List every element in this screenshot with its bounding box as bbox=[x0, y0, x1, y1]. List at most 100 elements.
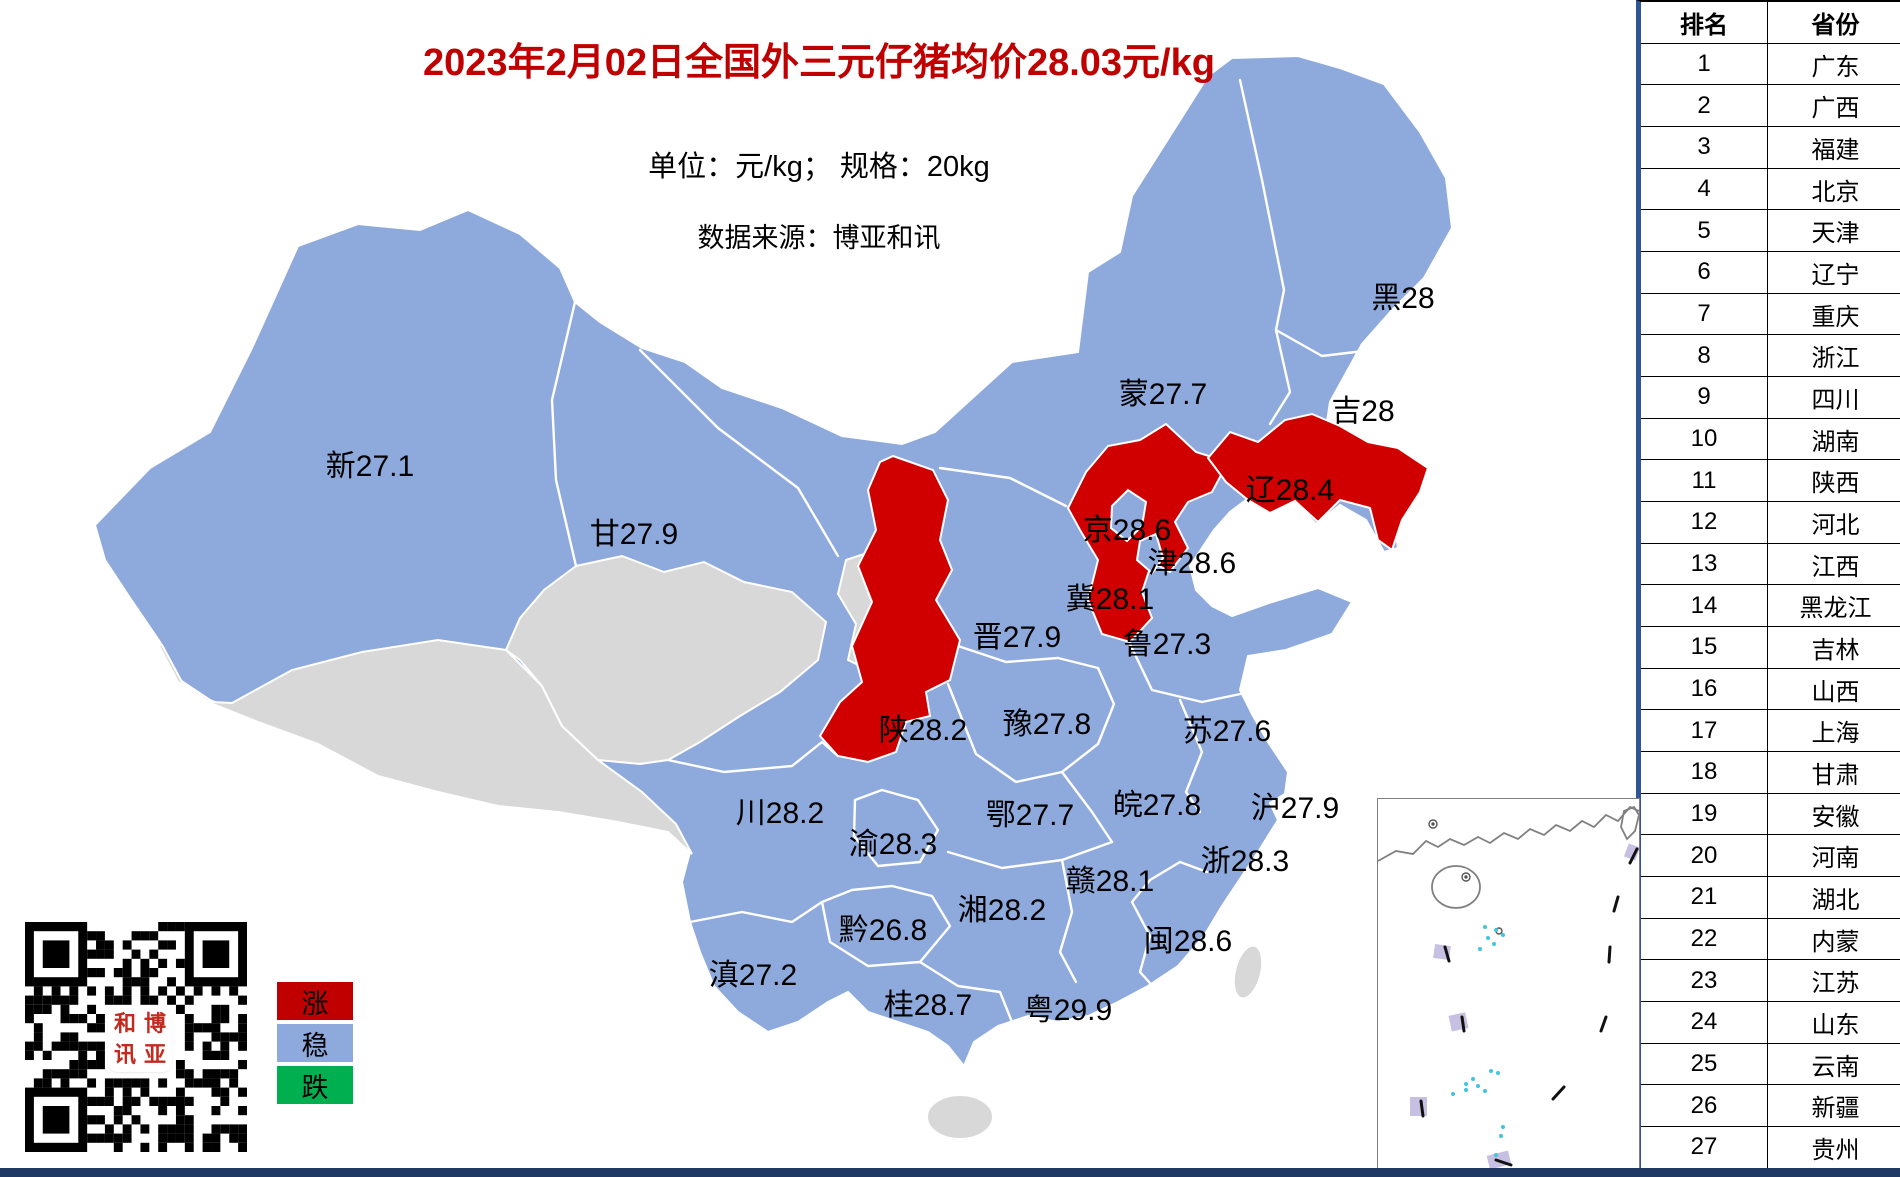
table-cell-rank: 21 bbox=[1641, 877, 1768, 919]
table-cell-rank: 27 bbox=[1641, 1127, 1768, 1169]
table-cell-province: 甘肃 bbox=[1768, 752, 1900, 794]
table-cell-province: 四川 bbox=[1768, 377, 1900, 419]
table-cell-rank: 16 bbox=[1641, 668, 1768, 711]
table-cell-rank: 11 bbox=[1641, 460, 1768, 503]
table-cell-province: 广西 bbox=[1768, 85, 1900, 128]
unit-spec-line: 单位：元/kg； 规格：20kg bbox=[648, 151, 990, 183]
map-region-qinghai bbox=[504, 554, 828, 766]
province-label-桂: 桂28.7 bbox=[883, 989, 973, 1022]
map-region-shaanxi bbox=[818, 454, 962, 764]
table-cell-rank: 26 bbox=[1641, 1085, 1768, 1128]
table-cell-rank: 20 bbox=[1641, 835, 1768, 878]
map-region-tibet bbox=[156, 638, 693, 855]
inset-coastline bbox=[1377, 805, 1640, 909]
seal-char: 博 bbox=[143, 1010, 166, 1036]
table-cell-rank: 4 bbox=[1641, 168, 1768, 211]
table-cell-province: 天津 bbox=[1768, 210, 1900, 253]
province-label-甘: 甘27.9 bbox=[589, 518, 679, 551]
province-label-蒙: 蒙27.7 bbox=[1118, 378, 1208, 411]
province-label-鄂: 鄂27.7 bbox=[985, 799, 1075, 832]
province-label-津: 津28.6 bbox=[1147, 547, 1237, 580]
province-label-陕: 陕28.2 bbox=[878, 714, 968, 747]
table-cell-rank: 6 bbox=[1641, 252, 1768, 294]
table-cell-province: 黑龙江 bbox=[1768, 585, 1900, 628]
province-label-京: 京28.6 bbox=[1082, 514, 1172, 547]
table-cell-province: 福建 bbox=[1768, 127, 1900, 169]
table-cell-province: 广东 bbox=[1768, 44, 1900, 86]
table-cell-rank: 19 bbox=[1641, 793, 1768, 836]
table-cell-rank: 17 bbox=[1641, 710, 1768, 753]
table-cell-province: 贵州 bbox=[1768, 1127, 1900, 1169]
legend-item: 稳 bbox=[277, 1024, 353, 1062]
page-title: 2023年2月02日全国外三元仔猪均价28.03元/kg bbox=[423, 42, 1215, 84]
legend-item: 跌 bbox=[277, 1066, 353, 1104]
province-label-鲁: 鲁27.3 bbox=[1122, 628, 1212, 661]
china-map-area: 2023年2月02日全国外三元仔猪均价28.03元/kg 单位：元/kg； 规格… bbox=[25, 42, 1641, 1170]
province-rank-table: 排名 省份 1 广东 2 广西 3 福建 4 北京 5 天津 6 辽宁 7 重庆 8 浙江 9 四川 10 湖南 11 陕西 1… bbox=[1636, 0, 1900, 1175]
province-label-浙: 浙28.3 bbox=[1200, 845, 1290, 878]
inset-city-markers bbox=[1428, 819, 1503, 935]
province-label-渝: 渝28.3 bbox=[848, 828, 938, 861]
province-label-黔: 黔26.8 bbox=[838, 914, 928, 947]
table-cell-province: 安徽 bbox=[1768, 794, 1900, 836]
map-region-taiwan bbox=[1232, 944, 1264, 1000]
province-label-吉: 吉28 bbox=[1331, 395, 1395, 428]
table-cell-rank: 5 bbox=[1641, 210, 1768, 253]
table-cell-province: 河南 bbox=[1768, 835, 1900, 878]
province-label-粤: 粤29.9 bbox=[1023, 994, 1113, 1027]
province-label-赣: 赣28.1 bbox=[1065, 865, 1155, 898]
table-cell-province: 吉林 bbox=[1768, 627, 1900, 669]
table-cell-province: 辽宁 bbox=[1768, 252, 1900, 294]
table-cell-province: 江西 bbox=[1768, 544, 1900, 586]
table-cell-rank: 18 bbox=[1641, 752, 1768, 794]
table-cell-rank: 12 bbox=[1641, 502, 1768, 544]
table-cell-rank: 13 bbox=[1641, 543, 1768, 586]
seal-char: 亚 bbox=[143, 1041, 166, 1067]
province-label-滇: 滇27.2 bbox=[708, 959, 798, 992]
table-cell-rank: 8 bbox=[1641, 335, 1768, 378]
map-region-hainan bbox=[926, 1094, 994, 1140]
table-cell-province: 北京 bbox=[1768, 169, 1900, 211]
province-label-闽: 闽28.6 bbox=[1143, 925, 1233, 958]
province-label-新: 新27.1 bbox=[325, 450, 415, 483]
province-label-川: 川28.2 bbox=[735, 797, 825, 830]
table-cell-rank: 3 bbox=[1641, 127, 1768, 169]
table-cell-province: 湖北 bbox=[1768, 877, 1900, 919]
table-cell-rank: 22 bbox=[1641, 918, 1768, 961]
table-cell-province: 新疆 bbox=[1768, 1085, 1900, 1128]
qr-code: 和博讯亚 bbox=[25, 922, 247, 1152]
inset-island-shading bbox=[1410, 843, 1641, 1170]
table-header-province: 省份 bbox=[1768, 2, 1900, 44]
boyar-seal: 和博讯亚 bbox=[110, 1008, 170, 1070]
province-label-沪: 沪27.9 bbox=[1250, 792, 1340, 825]
province-label-黑: 黑28 bbox=[1371, 282, 1435, 315]
seal-char: 讯 bbox=[113, 1041, 136, 1067]
table-cell-province: 浙江 bbox=[1768, 335, 1900, 378]
table-cell-rank: 1 bbox=[1641, 43, 1768, 86]
table-cell-rank: 14 bbox=[1641, 585, 1768, 628]
province-label-湘: 湘28.2 bbox=[957, 894, 1047, 927]
legend-item: 涨 bbox=[277, 982, 353, 1020]
table-cell-province: 内蒙 bbox=[1768, 919, 1900, 961]
table-cell-rank: 7 bbox=[1641, 293, 1768, 336]
nine-dash-line bbox=[1419, 847, 1639, 1167]
seal-char: 和 bbox=[113, 1010, 136, 1036]
map-region-mainland bbox=[93, 54, 1454, 1068]
data-source-line: 数据来源：博亚和讯 bbox=[697, 223, 941, 253]
province-label-辽: 辽28.4 bbox=[1245, 474, 1335, 507]
province-borders bbox=[550, 78, 1426, 1024]
table-cell-province: 云南 bbox=[1768, 1044, 1900, 1086]
map-region-beijing bbox=[1109, 488, 1148, 543]
bottom-navy-bar bbox=[0, 1168, 1900, 1177]
table-cell-rank: 23 bbox=[1641, 960, 1768, 1003]
inset-island-dots bbox=[1451, 925, 1505, 1157]
table-cell-province: 山东 bbox=[1768, 1002, 1900, 1044]
table-cell-rank: 15 bbox=[1641, 627, 1768, 669]
table-cell-province: 上海 bbox=[1768, 710, 1900, 753]
province-label-晋: 晋27.9 bbox=[972, 621, 1062, 654]
province-label-皖: 皖27.8 bbox=[1112, 789, 1202, 822]
province-label-豫: 豫27.8 bbox=[1002, 708, 1092, 741]
table-cell-rank: 24 bbox=[1641, 1002, 1768, 1044]
south-china-sea-inset bbox=[1377, 798, 1641, 1170]
